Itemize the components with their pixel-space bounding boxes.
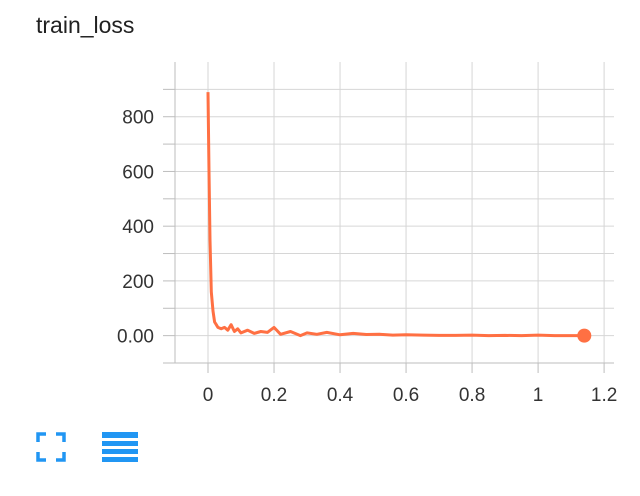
y-tick-label: 400 (122, 217, 154, 238)
chart-series (206, 92, 592, 343)
legend-toggle-button[interactable] (102, 432, 138, 469)
y-tick-labels: 0.00 200 400 600 800 (117, 108, 154, 348)
x-tick-label: 0.2 (261, 385, 287, 406)
last-point-marker (577, 328, 592, 343)
x-tick-label: 0.6 (393, 385, 419, 406)
x-tick-label: 1.2 (591, 385, 617, 406)
chart-grid (175, 62, 614, 364)
train-loss-chart: 0.00 200 400 600 800 0 0.2 0.4 0.6 0.8 1 1.2 (117, 62, 618, 406)
chart-title: train_loss (36, 12, 135, 38)
train-loss-line (206, 92, 585, 338)
y-tick-label: 600 (122, 162, 154, 183)
y-tick-label: 0.00 (117, 327, 154, 348)
x-tick-label: 0.4 (327, 385, 354, 406)
y-tick-label: 200 (122, 272, 154, 293)
fullscreen-button[interactable] (36, 432, 66, 467)
legend-list-icon (102, 432, 138, 462)
x-tick-labels: 0 0.2 0.4 0.6 0.8 1 1.2 (203, 385, 618, 406)
chart-axes (163, 62, 614, 373)
x-tick-label: 0 (203, 385, 214, 406)
y-tick-label: 800 (122, 108, 154, 129)
x-tick-label: 0.8 (459, 385, 485, 406)
x-tick-label: 1 (533, 385, 544, 406)
fullscreen-icon (36, 432, 66, 462)
